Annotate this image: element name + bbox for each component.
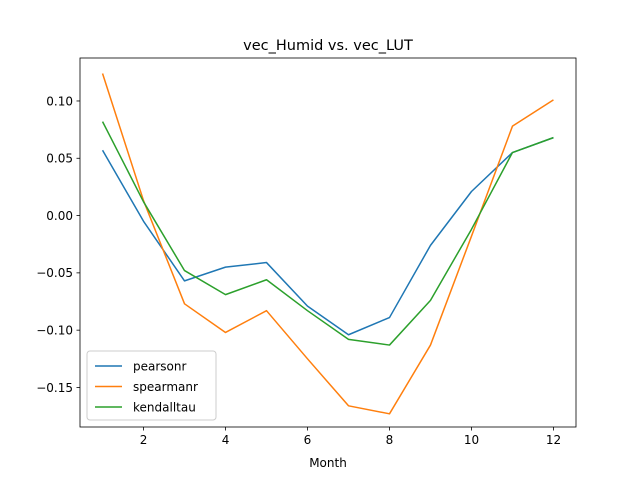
- legend-label-spearmanr: spearmanr: [133, 380, 198, 394]
- y-tick-label: 0.10: [46, 94, 73, 108]
- series-lines: [101, 73, 554, 415]
- legend: pearsonr spearmanr kendalltau: [86, 350, 217, 421]
- x-tick-label: 10: [464, 433, 479, 447]
- x-tick-label: 8: [386, 433, 394, 447]
- plot-frame: [79, 57, 577, 428]
- y-tick-label: −0.15: [36, 381, 73, 395]
- y-tick-label: −0.05: [36, 266, 73, 280]
- x-tick-label: 12: [546, 433, 561, 447]
- x-tick-label: 6: [304, 433, 312, 447]
- y-axis: −0.15 −0.10 −0.05 0.00 0.05 0.10: [36, 94, 80, 395]
- y-tick-label: −0.10: [36, 323, 73, 337]
- x-axis: 2 4 6 8 10 12: [140, 427, 561, 447]
- x-tick-label: 2: [140, 433, 148, 447]
- x-axis-label: Month: [309, 456, 347, 470]
- series-line-pearsonr: [101, 136, 554, 336]
- chart-title: vec_Humid vs. vec_LUT: [243, 38, 413, 54]
- legend-label-pearsonr: pearsonr: [133, 359, 186, 373]
- x-tick-label: 4: [222, 433, 230, 447]
- legend-label-kendalltau: kendalltau: [133, 400, 196, 414]
- legend-box: [86, 350, 217, 421]
- series-line-kendalltau: [101, 121, 554, 346]
- y-tick-label: 0.05: [46, 152, 73, 166]
- y-tick-label: 0.00: [46, 209, 73, 223]
